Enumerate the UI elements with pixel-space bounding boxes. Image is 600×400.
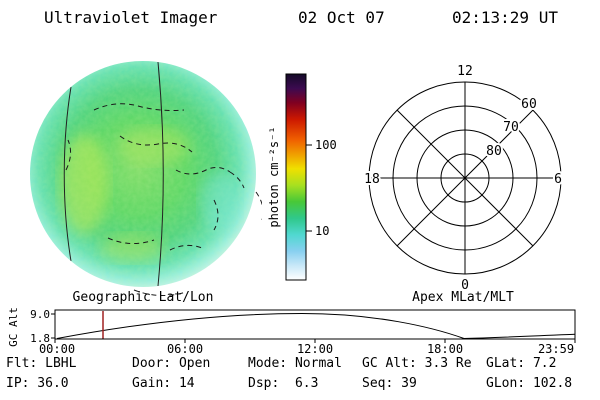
status-door: Door: Open	[132, 356, 211, 371]
intensity-colorbar: 100 10 photon cm⁻²s⁻¹	[268, 73, 337, 281]
status-row-2: IP: 36.0 Gain: 14 Dsp: 6.3 Seq: 39 GLon:…	[0, 376, 600, 392]
status-glon: GLon: 102.8	[486, 376, 573, 391]
mlat-label-60: 60	[521, 97, 537, 112]
gc-alt-axis-label: GC Alt	[7, 307, 20, 347]
polar-grid-spokes	[369, 82, 561, 274]
apex-polar-plot: 12 18 6 0 60 70 80	[362, 62, 564, 295]
x-tick-0600: 06:00	[167, 342, 203, 356]
status-ip: IP: 36.0	[6, 376, 69, 391]
mlt-label-12: 12	[457, 64, 473, 79]
coastline-contours	[65, 103, 245, 251]
timeline-axis-box	[54, 309, 576, 340]
status-seq: Seq: 39	[362, 376, 417, 391]
gc-alt-curve	[56, 312, 576, 340]
mlat-label-70: 70	[503, 120, 519, 135]
apex-caption: Apex MLat/MLT	[412, 290, 514, 305]
status-glat: GLat: 7.2	[486, 356, 557, 371]
app-title: Ultraviolet Imager	[44, 8, 218, 27]
colorbar-units-label: photon cm⁻²s⁻¹	[268, 126, 281, 227]
mlt-label-18: 18	[364, 172, 380, 187]
uvi-earth-disk-image	[30, 61, 262, 296]
colorbar-ticks	[306, 144, 312, 232]
x-tick-1200: 12:00	[297, 342, 333, 356]
colorbar-tick-label-10: 10	[315, 224, 329, 238]
y-tick-1-8: 1.8	[30, 332, 50, 345]
x-tick-2359: 23:59	[538, 342, 574, 356]
status-dsp: Dsp: 6.3	[248, 376, 319, 391]
colorbar-tick-label-100: 100	[315, 138, 337, 152]
status-gain: Gain: 14	[132, 376, 195, 391]
contours-outside-disk	[133, 191, 262, 296]
timeline-ticks	[51, 313, 576, 343]
meridian-lines	[63, 61, 164, 287]
time-display: 02:13:29 UT	[452, 8, 558, 27]
y-tick-9: 9.0	[30, 308, 50, 321]
status-gc-alt: GC Alt: 3.3 Re	[362, 356, 472, 371]
x-tick-1800: 18:00	[427, 342, 463, 356]
status-mode: Mode: Normal	[248, 356, 342, 371]
colorbar-scale	[285, 73, 307, 281]
x-tick-0000: 00:00	[39, 342, 75, 356]
gc-alt-timeline: 00:00 06:00 12:00 18:00 23:59 9.0 1.8 GC…	[7, 307, 576, 356]
mlat-label-80: 80	[486, 144, 502, 159]
mlt-label-6: 6	[554, 172, 562, 187]
date-display: 02 Oct 07	[298, 8, 385, 27]
mlt-label-0: 0	[461, 278, 469, 293]
disk-texture	[30, 61, 256, 287]
status-row-1: Flt: LBHL Door: Open Mode: Normal GC Alt…	[0, 356, 600, 372]
status-flt: Flt: LBHL	[6, 356, 77, 371]
geographic-caption: Geographic Lat/Lon	[72, 290, 214, 305]
